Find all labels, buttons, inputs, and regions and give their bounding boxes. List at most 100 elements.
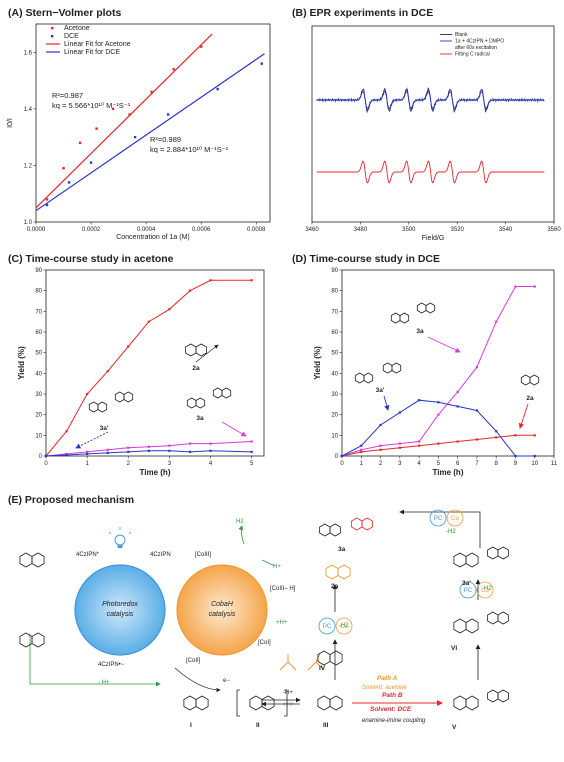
y-tick-label: 60	[35, 330, 42, 336]
y-tick-label: 50	[331, 351, 338, 357]
chart-a-stern-volmer: 0.0000 0.0002 0.0004 0.0006 0.0008 1.0 1.2 1.4 1…	[7, 23, 271, 241]
ring	[465, 695, 479, 711]
y-tick-label: 30	[331, 392, 338, 398]
ring	[212, 387, 223, 399]
x-tick-label: 10	[531, 461, 538, 467]
ring	[114, 391, 125, 403]
hplus-label: H+	[273, 564, 281, 570]
data-point	[172, 68, 175, 71]
series-point	[398, 446, 401, 449]
hplus2-label: +H+	[276, 620, 288, 626]
pc-ground: 4CzIPN	[150, 552, 171, 558]
molecule-structures	[19, 517, 509, 717]
pc-label-top: PC	[434, 516, 443, 522]
series-point	[379, 444, 382, 447]
x-tick-label: 0.0006	[192, 227, 211, 233]
fit-line	[35, 33, 213, 209]
series-point	[379, 448, 382, 451]
pc-co-cycle-top: PC Co	[429, 509, 464, 527]
series-point	[188, 289, 192, 292]
label-3a-prime: 3a'	[376, 387, 385, 394]
series-point	[127, 345, 130, 348]
series-point	[533, 434, 536, 437]
series-point	[65, 453, 68, 457]
minus-h2-right: -H2	[482, 586, 492, 592]
ring	[497, 689, 509, 703]
series-point	[379, 423, 382, 427]
ring	[487, 689, 499, 703]
ring	[329, 695, 343, 711]
series-point	[44, 454, 48, 458]
plot-frame	[311, 25, 555, 223]
series-point	[437, 442, 440, 445]
series-point	[340, 454, 344, 458]
ring	[487, 611, 499, 625]
data-point	[133, 135, 137, 139]
x-tick-label: 3540	[499, 227, 513, 233]
compound-II: II	[256, 722, 260, 729]
series-point	[475, 366, 479, 369]
ring	[363, 372, 374, 384]
ring	[88, 401, 99, 413]
ring	[19, 552, 33, 568]
ring	[465, 552, 479, 568]
series-point	[188, 442, 192, 445]
pc-radical-anion: 4CzIPN•−	[98, 662, 125, 668]
x-tick-label: 1	[360, 461, 364, 467]
series-point	[514, 454, 517, 458]
ring	[453, 552, 467, 568]
ring	[123, 391, 134, 403]
y-tick-label: 40	[331, 371, 338, 377]
legend-label: Blank	[455, 32, 468, 38]
y-axis-label: I0/I	[7, 118, 14, 128]
ring	[390, 312, 401, 324]
y-tick-label: 60	[331, 330, 338, 336]
data-point	[199, 45, 203, 48]
data-point	[78, 141, 82, 144]
ring	[453, 618, 467, 634]
annotation-kq-acetone: kq = 5.566*10¹⁰ M⁻¹S⁻¹	[52, 101, 131, 110]
x-tick-label: 1	[85, 461, 89, 467]
series-point	[475, 409, 479, 412]
panel-d-title: (D) Time-course study in DCE	[292, 253, 440, 265]
series-point	[417, 444, 421, 447]
series-point	[86, 392, 89, 396]
series-point	[188, 450, 192, 453]
pointer-arrow	[75, 431, 109, 449]
y-axis-label: Yield (%)	[313, 346, 322, 380]
ring	[520, 374, 531, 386]
legend-label: Linear Fit for Acetone	[64, 41, 131, 48]
minus-hplus-label: - H+	[98, 680, 110, 686]
series-point	[475, 438, 479, 441]
x-tick-label: 3500	[402, 227, 416, 233]
series-point	[456, 405, 459, 408]
pointer-arrow	[221, 421, 247, 437]
data-point	[67, 181, 71, 184]
x-tick-label: 2	[127, 461, 131, 467]
pc-label-right: PC	[464, 588, 473, 594]
label-2a: 2a	[192, 365, 200, 372]
y-tick-label: 1.4	[24, 107, 33, 113]
y-tick-label: 90	[331, 268, 338, 274]
series-point	[168, 449, 171, 452]
series-point	[417, 399, 421, 402]
ring	[351, 517, 363, 531]
ring	[195, 397, 206, 409]
co-label-left: Co	[340, 624, 348, 630]
legend-label: after 60s excitation	[455, 45, 497, 51]
legend-marker	[51, 35, 54, 38]
compound-I: I	[190, 722, 192, 729]
compound-V: V	[452, 724, 457, 731]
y-tick-label: 10	[331, 433, 338, 439]
legend-marker	[51, 27, 54, 30]
x-axis-label: Time (h)	[140, 468, 171, 477]
series-point	[514, 434, 517, 437]
data-point	[89, 161, 93, 164]
ring	[361, 517, 373, 531]
x-tick-label: 6	[456, 461, 460, 467]
ring	[317, 695, 331, 711]
series-point	[437, 401, 440, 404]
series-point	[360, 450, 363, 453]
x-tick-label: 0.0002	[82, 227, 101, 233]
